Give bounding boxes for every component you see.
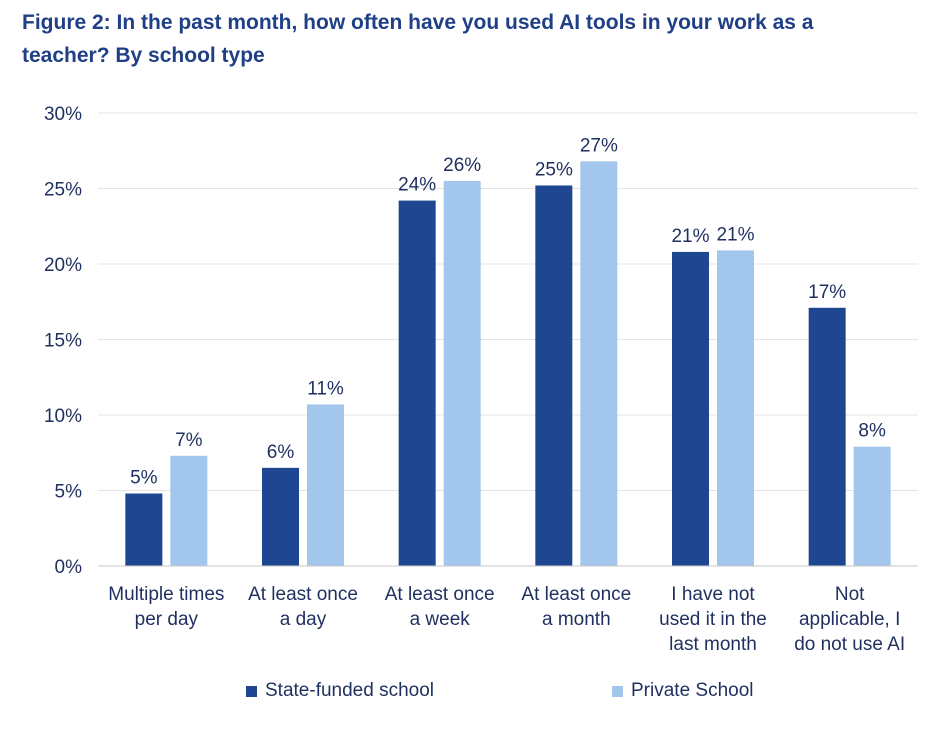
legend-item-state-funded: State-funded school [246,680,434,702]
legend-swatch [246,685,257,697]
bar [853,446,891,566]
bar [717,250,754,566]
data-label: 11% [307,378,344,399]
y-tick-label: 10% [44,406,82,427]
data-label: 6% [267,442,295,463]
legend-swatch [612,685,623,697]
bar [170,455,208,566]
data-label: 8% [858,421,886,442]
data-label: 24% [398,175,436,196]
data-label: 21% [671,226,709,247]
y-tick-label: 15% [44,331,82,352]
bar [535,185,573,567]
category-label: Multiple times per day [108,584,224,630]
y-tick-label: 20% [44,255,82,276]
y-tick-label: 30% [44,104,82,125]
y-axis-tick-labels: 0% 5% 10% 15% 20% 25% 30% [44,104,82,578]
data-label: 21% [716,224,754,245]
data-label: 27% [580,135,618,156]
bar [262,467,299,566]
category-label: I have not used it in the last month [659,584,767,655]
y-tick-label: 25% [44,180,82,201]
legend-label: State-funded school [265,680,435,701]
bars [125,161,891,567]
chart-title: Figure 2: In the past month, how often h… [22,11,814,67]
category-label: At least once a month [521,584,631,630]
y-tick-label: 0% [55,557,83,578]
bar [580,161,618,566]
legend: State-funded school Private School [0,680,944,708]
category-label: At least once a week [385,584,495,630]
category-labels: Multiple times per day At least once a day A… [108,584,905,655]
bar [125,493,163,566]
bar [808,307,846,566]
bar [307,404,344,566]
legend-label: Private School [631,680,754,701]
category-label: At least once a day [248,584,358,630]
gridlines [98,112,918,491]
legend-item-private-school: Private School [612,680,754,702]
bar [398,200,436,566]
data-label: 25% [535,159,573,180]
data-label: 5% [130,468,158,489]
data-label: 17% [808,282,846,303]
data-label: 7% [175,430,203,451]
data-labels: 5% 7% 6% 11% 24% 26% 25% 27% 21% 21% 17% 8% [130,135,886,488]
bar [443,180,481,566]
data-label: 26% [443,155,481,176]
bar [672,251,709,567]
y-tick-label: 5% [55,482,83,503]
